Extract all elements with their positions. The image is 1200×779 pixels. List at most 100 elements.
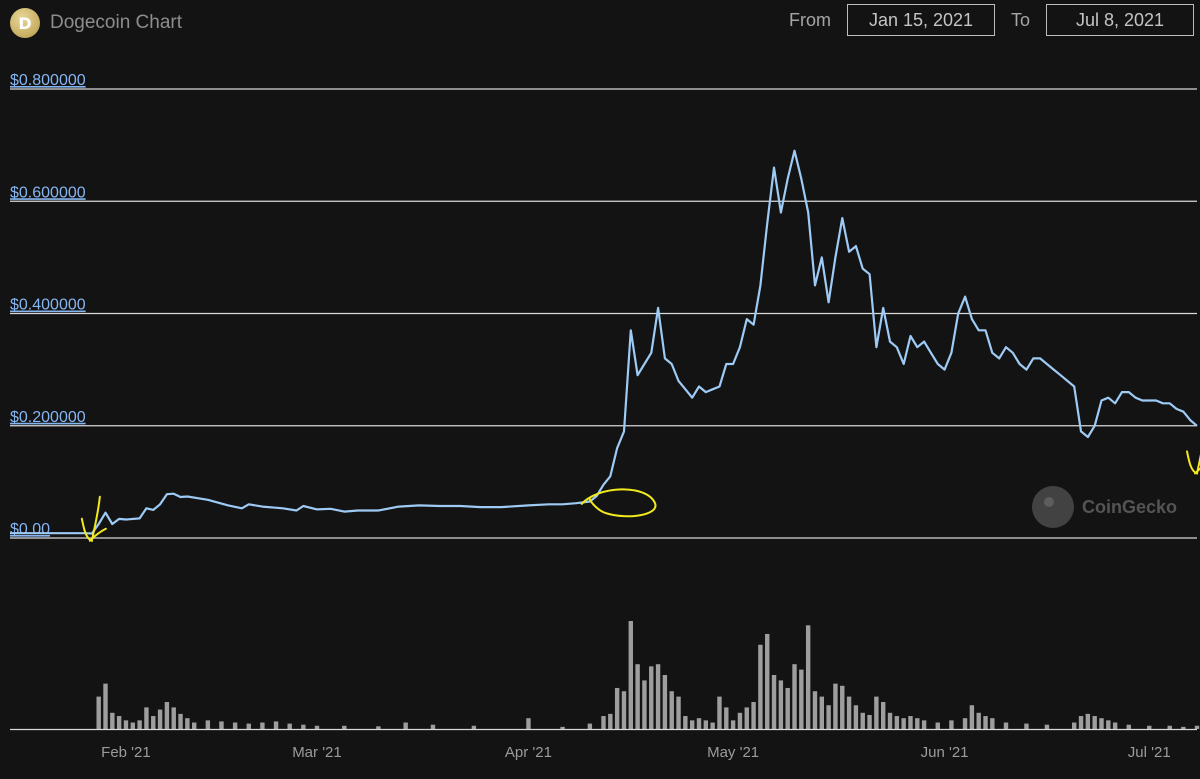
- y-axis-ticks: $0.00 $0.200000 $0.400000 $0.600000 $0.80000…: [10, 72, 86, 538]
- volume-bar: [976, 712, 981, 729]
- y-tick-label: $0.00: [10, 521, 50, 538]
- volume-bar: [840, 685, 845, 729]
- volume-bar: [376, 726, 381, 729]
- volume-bar: [1106, 720, 1111, 729]
- volume-bar: [1194, 725, 1200, 729]
- volume-bar: [758, 644, 763, 729]
- volume-bar: [614, 687, 620, 729]
- volume-bar: [116, 716, 122, 729]
- volume-bar: [642, 680, 647, 729]
- volume-bar: [130, 722, 135, 729]
- volume-bar: [915, 718, 920, 729]
- grid-lines: [10, 88, 1197, 539]
- volume-bar: [123, 720, 129, 729]
- volume-bar: [962, 718, 968, 729]
- chart-title: Dogecoin Chart: [50, 12, 183, 33]
- volume-bar: [765, 633, 770, 729]
- volume-bar: [171, 707, 176, 729]
- annotation-check: [80, 495, 107, 543]
- volume-bar: [853, 705, 859, 729]
- volume-bar: [724, 707, 729, 729]
- volume-bar: [833, 683, 838, 729]
- volume-bar: [778, 680, 784, 729]
- volume-bar: [287, 723, 292, 729]
- volume-bar: [314, 725, 320, 729]
- volume-bar: [1099, 718, 1104, 729]
- annotations: [80, 450, 1200, 543]
- volume-bar: [219, 721, 224, 729]
- volume-bar: [342, 725, 347, 729]
- volume-bar: [560, 726, 565, 729]
- volume-bar: [662, 675, 668, 729]
- volume-bar: [901, 718, 906, 729]
- volume-bar: [935, 722, 940, 729]
- volume-bar: [689, 720, 695, 729]
- volume-bar: [1024, 723, 1029, 729]
- volume-bar: [990, 718, 995, 729]
- volume-bar: [874, 696, 879, 729]
- volume-bar: [191, 722, 197, 729]
- x-tick-label: Jul '21: [1128, 744, 1171, 761]
- volume-bar: [887, 712, 893, 729]
- volume-bar: [805, 625, 811, 729]
- volume-bar: [792, 664, 797, 729]
- watermark-text: CoinGecko: [1082, 496, 1178, 517]
- volume-bar: [301, 724, 306, 729]
- volume-bar: [185, 718, 190, 729]
- volume-bar: [151, 716, 156, 729]
- volume-bar: [1147, 725, 1152, 729]
- x-tick-label: Mar '21: [292, 744, 342, 761]
- volume-bar: [205, 720, 211, 729]
- volume-bar: [621, 691, 627, 729]
- coingecko-watermark: CoinGecko: [1032, 486, 1177, 528]
- y-tick-label: $0.400000: [10, 297, 86, 314]
- volume-bar: [744, 707, 749, 729]
- volume-bar: [1092, 716, 1097, 729]
- volume-bar: [601, 716, 606, 729]
- from-label: From: [788, 9, 831, 30]
- volume-bar: [826, 705, 831, 729]
- coingecko-logo-icon: [1032, 486, 1074, 528]
- volume-bar: [1072, 722, 1077, 729]
- volume-bar: [1044, 724, 1050, 729]
- volume-bar: [587, 723, 593, 729]
- volume-bar: [696, 718, 702, 729]
- volume-bar: [969, 705, 975, 729]
- volume-bar: [110, 712, 115, 729]
- volume-bar: [526, 718, 531, 729]
- volume-bar: [812, 691, 818, 729]
- volume-bar: [683, 716, 688, 729]
- volume-bar: [96, 696, 101, 729]
- volume-bar: [730, 720, 736, 729]
- y-tick-label: $0.800000: [10, 72, 86, 89]
- date-range: From Jan 15, 2021 To Jul 8, 2021: [783, 4, 1194, 36]
- volume-bar: [430, 724, 436, 729]
- y-tick-label: $0.600000: [10, 184, 86, 201]
- volume-bar: [676, 696, 681, 729]
- volume-bar: [144, 707, 149, 729]
- volume-bar: [949, 720, 954, 729]
- x-tick-label: May '21: [707, 744, 759, 761]
- volume-bar: [178, 713, 183, 729]
- x-tick-label: Feb '21: [101, 744, 151, 761]
- x-tick-label: Apr '21: [505, 744, 552, 761]
- volume-bar: [232, 722, 238, 729]
- volume-bar: [608, 713, 613, 729]
- volume-bar: [1085, 713, 1091, 729]
- volume-bar: [246, 723, 251, 729]
- volume-bar: [799, 669, 804, 729]
- volume-bar: [1078, 716, 1084, 729]
- volume-bar: [894, 716, 900, 729]
- from-date-input[interactable]: Jan 15, 2021: [846, 4, 995, 36]
- dogecoin-logo-icon: D: [10, 8, 40, 38]
- volume-bar: [1181, 726, 1186, 729]
- volume-bar: [157, 709, 163, 729]
- volume-bar: [983, 716, 988, 729]
- volume-bar: [867, 714, 872, 729]
- to-date-input[interactable]: Jul 8, 2021: [1046, 4, 1194, 36]
- volume-bar: [785, 687, 790, 729]
- price-line[interactable]: [10, 149, 1198, 535]
- volume-bar: [137, 720, 142, 729]
- volume-bar: [717, 696, 722, 729]
